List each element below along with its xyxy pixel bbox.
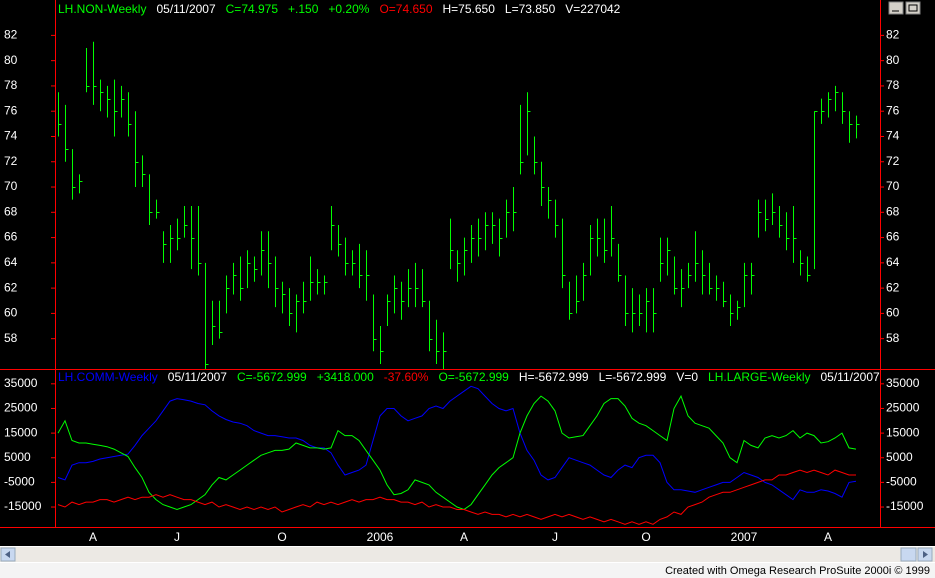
y-tick-label-left: 5000 [4, 450, 31, 464]
header-stat: O=-5672.999 [438, 370, 509, 384]
header-stat: H=75.650 [443, 2, 496, 16]
header-stat: -37.60% [384, 370, 429, 384]
header-stat: 05/11/2007 [156, 2, 215, 16]
series-line [57, 469, 856, 525]
y-tick-label-left: -5000 [4, 475, 35, 489]
y-tick-label-left: 25000 [4, 401, 38, 415]
y-tick-label-right: 15000 [886, 425, 920, 439]
y-tick-label-left: 78 [4, 78, 18, 92]
y-tick-label-left: 62 [4, 280, 18, 294]
y-tick-label-right: 72 [886, 154, 900, 168]
y-tick-label-right: -5000 [886, 475, 917, 489]
y-tick-label-right: 62 [886, 280, 900, 294]
y-tick-label-left: 76 [4, 103, 18, 117]
scroll-thumb[interactable] [900, 547, 917, 562]
plot-area [57, 385, 857, 525]
legend-entry: LH.LARGE-Weekly [708, 370, 810, 384]
footer: Created with Omega Research ProSuite 200… [665, 565, 930, 577]
y-tick-label-left: 15000 [4, 425, 38, 439]
x-tick-label: 2006 [367, 530, 394, 544]
maximize-icon [908, 4, 918, 12]
y-tick-label-right: 66 [886, 230, 900, 244]
scrollbar [0, 547, 935, 562]
x-tick-label: A [89, 530, 97, 544]
plot-area [58, 41, 860, 369]
header-stat: V=0 [676, 370, 698, 384]
y-tick-label-right: 35000 [886, 376, 920, 390]
y-tick-label-left: 82 [4, 28, 18, 42]
y-tick-label-right: 68 [886, 204, 900, 218]
x-tick-label: A [460, 530, 468, 544]
series-line [57, 394, 857, 511]
window-buttons [888, 1, 921, 15]
header-stat: +3418.000 [317, 370, 374, 384]
y-tick-label-left: 72 [4, 154, 18, 168]
legend-entry: LH.COMM-Weekly [58, 370, 158, 384]
y-tick-label-left: 68 [4, 204, 18, 218]
y-tick-label-right: 78 [886, 78, 900, 92]
y-tick-label-right: -15000 [886, 499, 924, 513]
header-stat: O=74.650 [379, 2, 432, 16]
x-tick-label: A [824, 530, 832, 544]
scroll-left-arrow [5, 551, 10, 558]
y-tick-label-right: 82 [886, 28, 900, 42]
header-stat: L=73.850 [505, 2, 556, 16]
y-tick-label-right: 60 [886, 306, 900, 320]
y-tick-label-left: 74 [4, 129, 18, 143]
scroll-right-arrow [923, 551, 928, 558]
y-tick-label-right: 70 [886, 179, 900, 193]
header-stat: C=74.975 [226, 2, 279, 16]
y-tick-label-left: 60 [4, 306, 18, 320]
y-tick-label-right: 64 [886, 255, 900, 269]
x-tick-label: O [641, 530, 650, 544]
y-tick-label-right: 5000 [886, 450, 913, 464]
header-stat: H=-5672.999 [519, 370, 589, 384]
header-stat: 05/11/2007 [821, 370, 880, 384]
y-tick-label-left: 64 [4, 255, 18, 269]
y-tick-label-left: 58 [4, 331, 18, 345]
header-stat: 05/11/2007 [168, 370, 227, 384]
y-tick-label-right: 58 [886, 331, 900, 345]
header-stat: C=-5672.999 [237, 370, 307, 384]
y-tick-label-right: 80 [886, 53, 900, 67]
y-tick-label-left: -15000 [4, 499, 42, 513]
header-stat: V=227042 [565, 2, 620, 16]
x-tick-label: O [277, 530, 286, 544]
chart-title: LH.NON-Weekly [58, 2, 146, 16]
y-tick-label-left: 70 [4, 179, 18, 193]
y-tick-label-right: 76 [886, 103, 900, 117]
maximize-button[interactable] [905, 1, 921, 15]
y-tick-label-left: 80 [4, 53, 18, 67]
chart-background [0, 0, 935, 546]
x-tick-label: 2007 [731, 530, 758, 544]
series-line [57, 385, 857, 501]
minimize-button[interactable] [888, 1, 904, 15]
status-bar [0, 563, 935, 578]
scroll-track[interactable] [0, 547, 935, 562]
header-stat: +.150 [288, 2, 319, 16]
y-tick-label-left: 66 [4, 230, 18, 244]
x-tick-label: J [174, 530, 180, 544]
y-tick-label-right: 25000 [886, 401, 920, 415]
x-tick-label: J [552, 530, 558, 544]
header-stat: +0.20% [328, 2, 369, 16]
y-tick-label-left: 35000 [4, 376, 38, 390]
header-stat: L=-5672.999 [599, 370, 667, 384]
y-tick-label-right: 74 [886, 129, 900, 143]
